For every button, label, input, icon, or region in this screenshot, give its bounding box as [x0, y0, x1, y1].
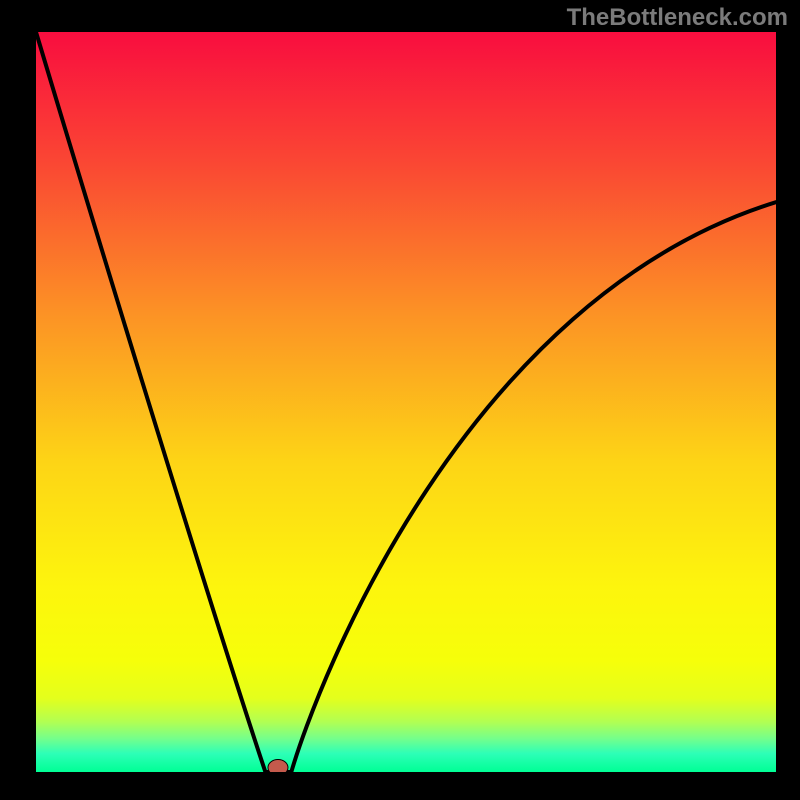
chart-root: TheBottleneck.com — [0, 0, 800, 800]
watermark-text: TheBottleneck.com — [567, 4, 788, 32]
trough-marker — [268, 760, 288, 772]
plot-area — [36, 32, 776, 772]
